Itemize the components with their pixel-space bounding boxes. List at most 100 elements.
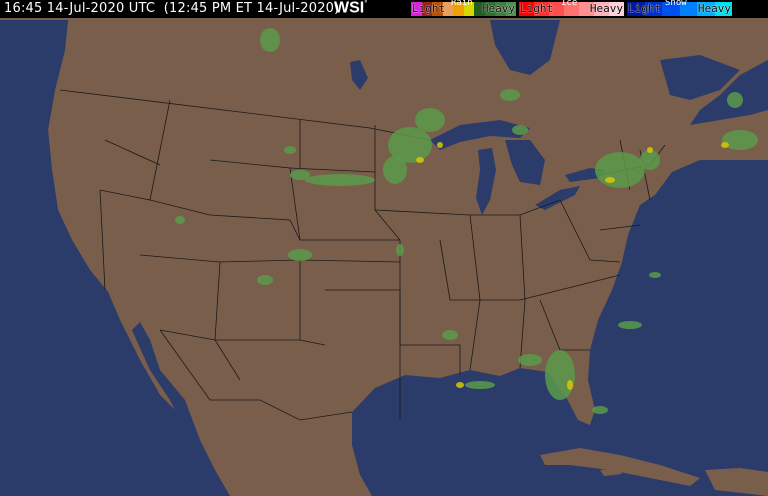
radar-echo bbox=[257, 275, 273, 285]
legend-swatch bbox=[609, 2, 624, 16]
lake-winnipeg bbox=[350, 60, 368, 90]
gulf-of-california bbox=[132, 330, 175, 410]
radar-echo bbox=[649, 272, 661, 278]
radar-echo bbox=[618, 321, 642, 329]
radar-echo bbox=[175, 216, 185, 224]
border-line bbox=[214, 339, 241, 381]
radar-echo bbox=[290, 170, 310, 180]
lake-erie bbox=[535, 186, 580, 210]
radar-echo bbox=[727, 92, 743, 108]
border-line bbox=[214, 261, 221, 341]
radar-echo bbox=[721, 142, 729, 148]
legend-swatch bbox=[579, 2, 594, 16]
legend-ice: Ice Light Heavy bbox=[519, 0, 624, 16]
cuba bbox=[540, 448, 700, 486]
radar-echo bbox=[567, 380, 573, 390]
radar-echo bbox=[284, 146, 296, 154]
legend-swatch bbox=[474, 2, 485, 16]
legend-swatch bbox=[662, 2, 680, 16]
border-line bbox=[299, 260, 326, 346]
lake-huron bbox=[505, 140, 545, 185]
legend-title: Rain bbox=[451, 0, 473, 8]
legend-swatch bbox=[495, 2, 506, 16]
radar-echo bbox=[592, 406, 608, 414]
gulf-st-lawrence bbox=[660, 55, 740, 100]
legend-swatch bbox=[594, 2, 609, 16]
legend-swatch bbox=[453, 2, 464, 16]
legend-rain: Rain Light Heavy bbox=[411, 0, 516, 16]
legend-heavy-label: Heavy bbox=[589, 2, 623, 15]
legend-swatch bbox=[679, 2, 697, 16]
radar-echo bbox=[396, 244, 404, 256]
legend-swatch bbox=[442, 2, 453, 16]
radar-echo bbox=[595, 152, 645, 188]
radar-echo bbox=[383, 156, 407, 184]
border-line bbox=[519, 214, 526, 369]
border-line bbox=[99, 189, 106, 291]
border-line bbox=[559, 199, 621, 263]
border-line bbox=[469, 299, 481, 371]
legend-swatch bbox=[714, 2, 732, 16]
lake-ontario bbox=[565, 168, 605, 182]
legend-swatch bbox=[697, 2, 715, 16]
border-line bbox=[159, 329, 353, 421]
header-bar: 16:45 14-Jul-2020 UTC (12:45 PM ET 14-Ju… bbox=[0, 0, 768, 18]
lake-superior bbox=[430, 120, 530, 150]
radar-echoes bbox=[175, 28, 758, 414]
legend-swatch bbox=[564, 2, 579, 16]
timestamp: 16:45 14-Jul-2020 UTC (12:45 PM ET 14-Ju… bbox=[4, 1, 340, 16]
radar-echo bbox=[437, 142, 443, 148]
legend-heavy-label: Heavy bbox=[697, 2, 731, 15]
radar-echo bbox=[288, 249, 312, 261]
radar-echo bbox=[647, 147, 653, 153]
radar-echo bbox=[605, 177, 615, 183]
radar-echo bbox=[465, 381, 495, 389]
hispaniola bbox=[705, 468, 768, 496]
legend-swatch bbox=[421, 2, 432, 16]
border-line bbox=[374, 199, 561, 216]
radar-echo bbox=[260, 28, 280, 52]
legend-light-label: Light bbox=[412, 2, 446, 15]
radar-echo bbox=[500, 89, 520, 101]
legend-title: Snow bbox=[665, 0, 687, 8]
logo-text: WSI bbox=[334, 0, 365, 17]
radar-echo bbox=[640, 150, 660, 170]
border-line bbox=[469, 214, 481, 301]
radar-echo bbox=[512, 125, 528, 135]
border-line bbox=[104, 139, 161, 166]
border-line bbox=[99, 189, 151, 201]
radar-echo bbox=[442, 330, 458, 340]
radar-echo bbox=[456, 382, 464, 388]
legend-light-label: Light bbox=[520, 2, 554, 15]
radar-echo bbox=[416, 157, 424, 163]
border-line bbox=[209, 214, 400, 241]
border-line bbox=[599, 224, 641, 231]
radar-echo bbox=[518, 354, 542, 366]
legend-swatch bbox=[411, 2, 422, 16]
pacific-ocean bbox=[0, 20, 175, 440]
wsi-logo: WSI° bbox=[334, 0, 367, 17]
hudson-bay bbox=[490, 20, 560, 75]
radar-echo bbox=[415, 108, 445, 132]
legend-swatch bbox=[519, 2, 534, 16]
legend-swatch bbox=[644, 2, 662, 16]
logo-mark: ° bbox=[364, 0, 368, 8]
legend-swatch bbox=[463, 2, 474, 16]
radar-echo bbox=[722, 130, 758, 150]
legend-swatch bbox=[432, 2, 443, 16]
border-line bbox=[439, 239, 621, 301]
legend-snow: Snow Light Heavy bbox=[627, 0, 732, 16]
border-line bbox=[289, 167, 376, 173]
legend-title: Ice bbox=[561, 0, 578, 8]
legend-swatch bbox=[534, 2, 549, 16]
radar-echo bbox=[305, 174, 375, 186]
radar-echo bbox=[545, 350, 575, 400]
legend-swatch bbox=[627, 2, 645, 16]
lake-michigan bbox=[476, 148, 496, 215]
border-line bbox=[139, 254, 401, 263]
legend-light-label: Light bbox=[628, 2, 662, 15]
legend-heavy-label: Heavy bbox=[481, 2, 515, 15]
